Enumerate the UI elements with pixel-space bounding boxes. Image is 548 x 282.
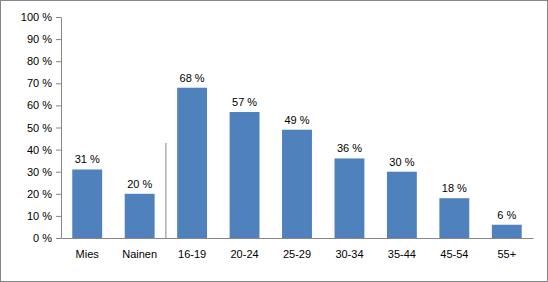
bar [492,225,522,238]
x-axis: Mies Nainen 16-19 20-24 25-29 30-34 35-44 45-54… [62,239,534,260]
y-axis: 0 % 10 % 20 % 30 % 40 % 50 % 60 % 70 % 80 % 90 % 1… [21,11,62,244]
tick: 80 % [27,55,61,67]
tick: 20 % [27,188,61,200]
data-label: 68 % [180,72,205,84]
tick-mark [56,216,61,217]
bar [177,88,207,238]
tick: 55+ [497,248,516,260]
tick-mark [56,83,61,84]
tick-mark [56,61,61,62]
bars [72,88,521,238]
data-label: 20 % [127,178,152,190]
tick: Mies [76,248,100,260]
data-label: 6 % [497,209,516,221]
tick: 16-19 [178,248,206,260]
tick-mark [56,194,61,195]
data-label: 31 % [75,153,100,165]
bar [439,198,469,238]
tick-mark [56,39,61,40]
bar [230,112,260,238]
tick-label: 40 % [27,144,52,156]
data-label: 36 % [337,142,362,154]
tick: 40 % [27,144,61,156]
tick-label: 25-29 [283,248,311,260]
tick-label: 70 % [27,77,52,89]
tick-label: 10 % [27,210,52,222]
chart: 0 % 10 % 20 % 30 % 40 % 50 % 60 % 70 % 80 % 90 % 1… [0,0,548,282]
tick-label: 100 % [21,11,52,23]
tick-mark [56,17,61,18]
tick: Nainen [122,248,157,260]
tick-label: 45-54 [440,248,468,260]
tick: 45-54 [440,248,468,260]
chart-frame [1,1,548,282]
bar [125,194,155,238]
tick-label: 35-44 [388,248,416,260]
axis-line [61,18,62,239]
tick-label: 55+ [497,248,516,260]
tick-label: 16-19 [178,248,206,260]
tick: 30 % [27,166,61,178]
group-separator [165,143,166,238]
tick-label: 30 % [27,166,52,178]
bar [72,169,102,238]
tick: 35-44 [388,248,416,260]
tick-mark [56,172,61,173]
tick-label: 90 % [27,33,52,45]
tick-label: 0 % [33,232,52,244]
data-label: 30 % [389,156,414,168]
tick-label: 80 % [27,55,52,67]
bar [334,158,364,238]
tick-label: 50 % [27,122,52,134]
tick-mark [56,105,61,106]
tick-label: Mies [76,248,100,260]
plot: 0 % 10 % 20 % 30 % 40 % 50 % 60 % 70 % 80 % 90 % 1… [21,11,534,260]
axis-line [62,238,534,239]
data-label: 57 % [232,96,257,108]
tick: 70 % [27,77,61,89]
tick-label: 20 % [27,188,52,200]
tick: 30-34 [335,248,363,260]
tick-mark [56,150,61,151]
tick-label: Nainen [122,248,157,260]
tick: 10 % [27,210,61,222]
tick: 60 % [27,99,61,111]
data-label: 18 % [442,182,467,194]
tick: 100 % [21,11,61,23]
tick-mark [56,238,61,239]
data-labels: 31 % 20 % 68 % 57 % 49 % 36 % 30 % 18 % 6 % [75,72,517,221]
tick-label: 60 % [27,99,52,111]
tick: 0 % [33,232,61,244]
tick: 25-29 [283,248,311,260]
tick: 50 % [27,122,61,134]
tick: 20-24 [230,248,258,260]
bar [282,130,312,238]
tick-label: 20-24 [230,248,258,260]
data-label: 49 % [284,114,309,126]
tick-mark [56,128,61,129]
tick: 90 % [27,33,61,45]
tick-label: 30-34 [335,248,363,260]
bar [387,172,417,238]
